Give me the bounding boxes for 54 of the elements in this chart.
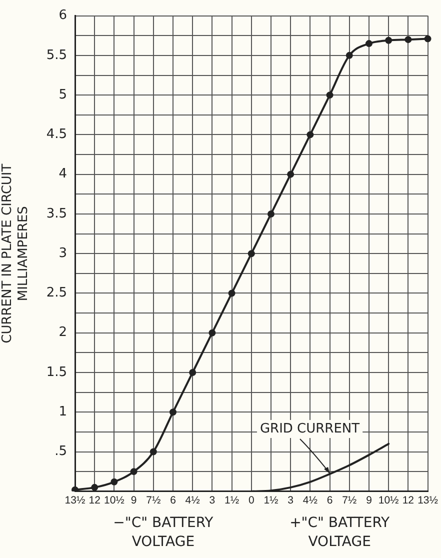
x-tick-label: 9 xyxy=(130,494,137,507)
point xyxy=(208,329,216,336)
y-tick-label: 3.5 xyxy=(46,206,67,222)
y-tick-label: 5.5 xyxy=(46,48,67,63)
x-tick-label: 9 xyxy=(366,494,372,507)
x-tick-label: 6 xyxy=(170,494,176,507)
y-tick-label: 4 xyxy=(58,166,67,182)
point xyxy=(150,448,157,456)
x-tick-label: 1½ xyxy=(264,494,279,507)
x-tick-label: 4½ xyxy=(185,494,200,507)
x-tick-label: 4½ xyxy=(302,494,318,507)
point xyxy=(404,36,412,44)
x-tick-label: 6 xyxy=(326,494,333,507)
y-axis-title: CURRENT IN PLATE CIRCUIT MILLIAMPERES xyxy=(0,164,31,344)
x-tick-label: 1½ xyxy=(224,494,240,507)
x-tick-label: 10½ xyxy=(104,494,125,507)
x-tick-label: 7½ xyxy=(146,494,161,507)
x-tick-label: 7½ xyxy=(342,494,357,507)
point xyxy=(248,250,255,258)
point xyxy=(228,290,236,297)
x-tick-label: 0 xyxy=(248,494,254,507)
x-tick-label: 10½ xyxy=(378,494,400,507)
point xyxy=(424,35,432,42)
y-tick-label: 1.5 xyxy=(46,364,67,380)
point xyxy=(72,486,78,492)
x-tick-label: 12 xyxy=(402,494,414,507)
y-tick-label: .5 xyxy=(54,444,67,460)
point xyxy=(287,170,294,178)
point xyxy=(346,52,353,59)
point xyxy=(130,468,138,476)
y-tick-label: 1 xyxy=(58,404,67,420)
point xyxy=(169,408,176,416)
point xyxy=(110,478,118,486)
x-tick-label: 12 xyxy=(88,494,101,507)
y-tick-label: 3 xyxy=(58,246,67,261)
point xyxy=(306,131,314,138)
text: −"C" BATTERY VOLTAGE xyxy=(113,515,214,550)
y-tick-label: 2.5 xyxy=(46,286,67,301)
y-tick-label: 4.5 xyxy=(46,127,67,142)
point xyxy=(189,369,196,376)
y-tick-label: 6 xyxy=(58,8,67,24)
point xyxy=(91,484,98,491)
annotation: GRID CURRENT xyxy=(260,421,360,436)
x-tick-label: 3 xyxy=(209,494,216,507)
text: +"C" BATTERY VOLTAGE xyxy=(290,515,390,550)
point xyxy=(326,92,334,99)
x-tick-label: 3 xyxy=(288,494,294,507)
y-tick-label: 2 xyxy=(58,325,67,340)
y-tick-label: 5 xyxy=(58,87,67,102)
x-tick-label: 13½ xyxy=(418,494,438,507)
point xyxy=(267,210,274,218)
x-tick-label: 13½ xyxy=(64,494,86,507)
point xyxy=(365,40,372,48)
point xyxy=(385,36,392,44)
